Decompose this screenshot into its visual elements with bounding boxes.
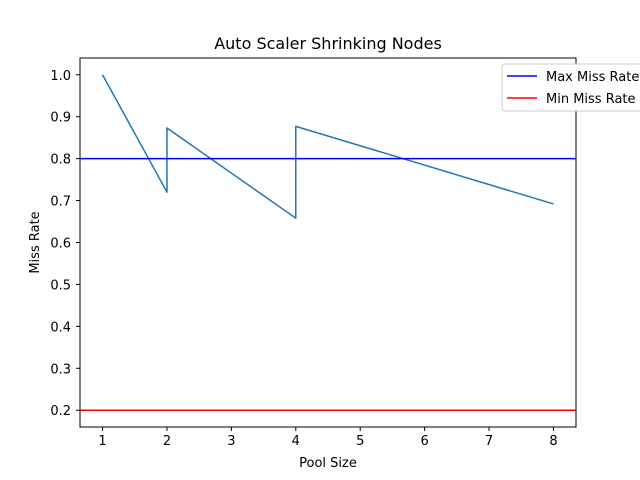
x-tick-label: 6: [420, 434, 428, 449]
y-tick-label: 0.5: [50, 278, 71, 293]
chart-title: Auto Scaler Shrinking Nodes: [214, 34, 442, 53]
y-tick-label: 0.6: [50, 237, 71, 252]
x-tick-label: 3: [227, 434, 235, 449]
x-tick-label: 4: [292, 434, 300, 449]
y-tick-label: 0.7: [50, 195, 71, 210]
x-tick-label: 8: [549, 434, 557, 449]
x-tick-label: 5: [356, 434, 364, 449]
series-layer: [80, 74, 576, 411]
x-tick-label: 2: [163, 434, 171, 449]
y-tick-label: 0.9: [50, 111, 71, 126]
y-axis-label: Miss Rate: [28, 211, 43, 273]
legend-label: Max Miss Rate: [546, 70, 639, 85]
y-tick-label: 0.2: [50, 404, 71, 419]
plot-area: [80, 58, 576, 427]
y-axis: 0.2 0.3 0.4 0.5 0.6 0.7 0.8 0.9 1.0: [50, 69, 80, 419]
y-tick-label: 0.3: [50, 362, 71, 377]
legend: Max Miss Rate Min Miss Rate: [501, 63, 640, 112]
x-axis: 1 2 3 4 5 6 7 8: [98, 427, 558, 449]
x-tick-label: 7: [485, 434, 493, 449]
y-tick-label: 0.4: [50, 320, 71, 335]
series-line-miss-rate: [101, 74, 554, 219]
y-tick-label: 1.0: [50, 69, 71, 84]
x-tick-label: 1: [98, 434, 106, 449]
y-tick-label: 0.8: [50, 153, 71, 168]
legend-label: Min Miss Rate: [546, 92, 636, 107]
x-axis-label: Pool Size: [299, 456, 357, 471]
